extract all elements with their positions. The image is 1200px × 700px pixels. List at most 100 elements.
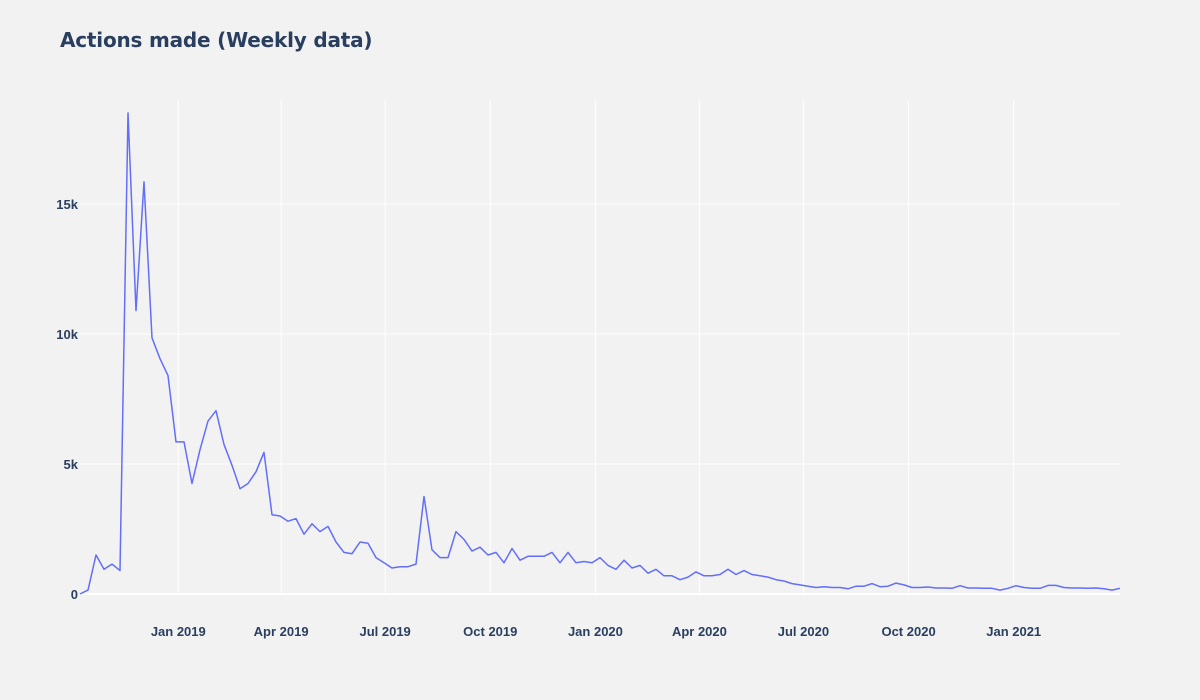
data-point[interactable] [710, 573, 715, 578]
data-point[interactable] [574, 560, 579, 565]
data-point[interactable] [126, 111, 131, 116]
data-point[interactable] [1102, 586, 1107, 591]
data-point[interactable] [486, 553, 491, 558]
data-point[interactable] [78, 592, 83, 597]
data-point[interactable] [702, 573, 707, 578]
data-point[interactable] [1054, 583, 1059, 588]
data-point[interactable] [686, 575, 691, 580]
data-point[interactable] [774, 577, 779, 582]
data-point[interactable] [974, 586, 979, 591]
data-point[interactable] [566, 550, 571, 555]
data-point[interactable] [854, 584, 859, 589]
data-point[interactable] [654, 567, 659, 572]
data-point[interactable] [510, 546, 515, 551]
data-point[interactable] [494, 550, 499, 555]
data-point[interactable] [206, 419, 211, 424]
data-point[interactable] [118, 568, 123, 573]
data-point[interactable] [790, 581, 795, 586]
data-point[interactable] [366, 541, 371, 546]
data-point[interactable] [262, 450, 267, 455]
data-point[interactable] [502, 560, 507, 565]
data-point[interactable] [470, 549, 475, 554]
data-point[interactable] [998, 588, 1003, 593]
data-point[interactable] [230, 463, 235, 468]
data-point[interactable] [1046, 583, 1051, 588]
data-point[interactable] [958, 583, 963, 588]
data-point[interactable] [742, 568, 747, 573]
data-point[interactable] [678, 577, 683, 582]
data-point[interactable] [150, 335, 155, 340]
data-point[interactable] [766, 575, 771, 580]
data-point[interactable] [526, 554, 531, 559]
data-point[interactable] [518, 558, 523, 563]
data-point[interactable] [582, 559, 587, 564]
data-point[interactable] [1078, 586, 1083, 591]
data-point[interactable] [406, 564, 411, 569]
data-point[interactable] [950, 586, 955, 591]
data-point[interactable] [894, 581, 899, 586]
data-point[interactable] [334, 540, 339, 545]
data-point[interactable] [478, 545, 483, 550]
data-point[interactable] [942, 586, 947, 591]
data-point[interactable] [966, 586, 971, 591]
data-point[interactable] [734, 572, 739, 577]
data-point[interactable] [822, 584, 827, 589]
data-point[interactable] [990, 586, 995, 591]
data-point[interactable] [1006, 586, 1011, 591]
data-point[interactable] [726, 567, 731, 572]
data-point[interactable] [454, 529, 459, 534]
data-point[interactable] [270, 512, 275, 517]
data-point[interactable] [390, 566, 395, 571]
data-point[interactable] [838, 585, 843, 590]
data-point[interactable] [806, 584, 811, 589]
data-point[interactable] [446, 555, 451, 560]
data-point[interactable] [302, 532, 307, 537]
data-point[interactable] [670, 573, 675, 578]
data-point[interactable] [350, 551, 355, 556]
data-point[interactable] [614, 567, 619, 572]
data-point[interactable] [1030, 586, 1035, 591]
data-point[interactable] [422, 494, 427, 499]
data-point[interactable] [374, 555, 379, 560]
data-point[interactable] [886, 584, 891, 589]
data-point[interactable] [590, 560, 595, 565]
data-point[interactable] [462, 537, 467, 542]
data-point[interactable] [414, 562, 419, 567]
data-point[interactable] [278, 514, 283, 519]
data-point[interactable] [662, 573, 667, 578]
data-point[interactable] [862, 584, 867, 589]
data-point[interactable] [598, 555, 603, 560]
data-point[interactable] [622, 558, 627, 563]
data-point[interactable] [830, 585, 835, 590]
data-point[interactable] [870, 581, 875, 586]
data-point[interactable] [798, 582, 803, 587]
data-point[interactable] [926, 585, 931, 590]
data-point[interactable] [246, 481, 251, 486]
data-point[interactable] [1118, 586, 1123, 591]
data-point[interactable] [222, 442, 227, 447]
data-point[interactable] [918, 585, 923, 590]
data-point[interactable] [694, 569, 699, 574]
data-point[interactable] [158, 356, 163, 361]
data-point[interactable] [1038, 586, 1043, 591]
data-point[interactable] [198, 447, 203, 452]
data-point[interactable] [814, 585, 819, 590]
data-point[interactable] [398, 564, 403, 569]
data-point[interactable] [182, 439, 187, 444]
data-point[interactable] [550, 550, 555, 555]
data-point[interactable] [758, 573, 763, 578]
data-point[interactable] [782, 579, 787, 584]
data-point[interactable] [982, 586, 987, 591]
data-point[interactable] [1070, 586, 1075, 591]
data-point[interactable] [1110, 588, 1115, 593]
data-point[interactable] [430, 547, 435, 552]
data-point[interactable] [902, 582, 907, 587]
series-line[interactable] [79, 112, 1121, 595]
data-point[interactable] [934, 586, 939, 591]
data-point[interactable] [606, 563, 611, 568]
data-point[interactable] [542, 554, 547, 559]
data-point[interactable] [1094, 586, 1099, 591]
data-point[interactable] [750, 572, 755, 577]
data-point[interactable] [86, 588, 91, 593]
data-point[interactable] [878, 584, 883, 589]
